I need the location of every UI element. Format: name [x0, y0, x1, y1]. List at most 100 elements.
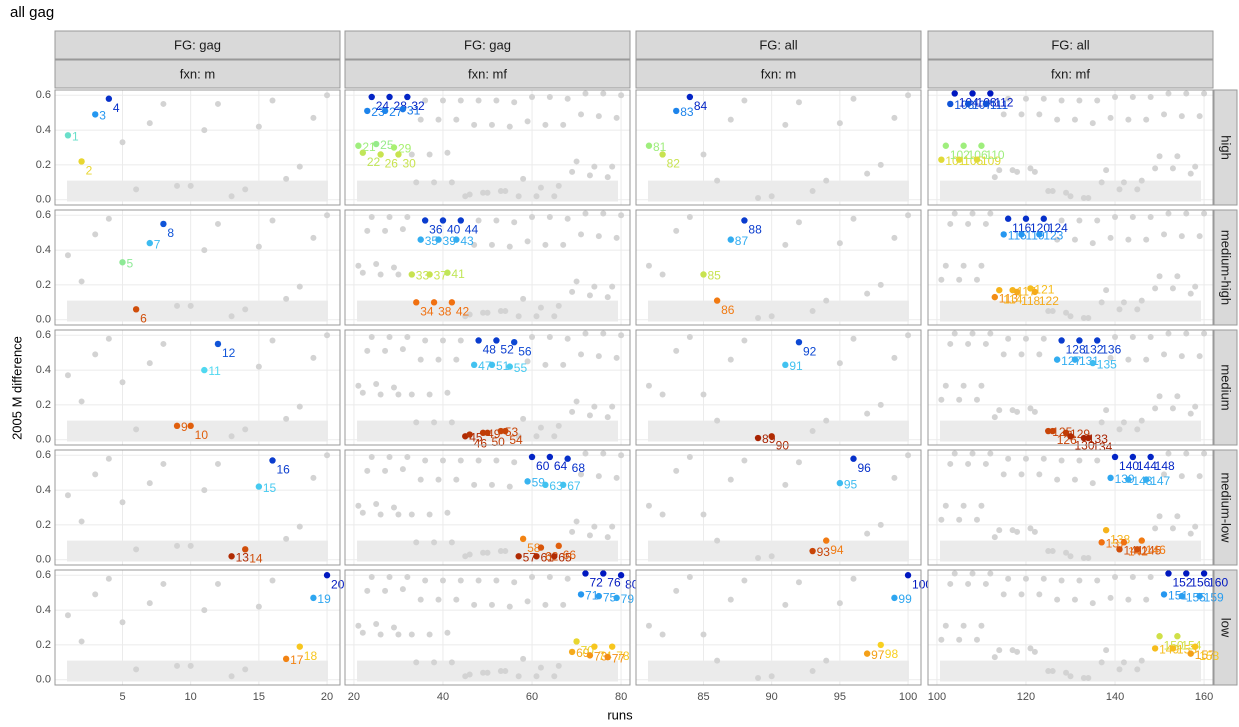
- point-label: 32: [411, 99, 425, 113]
- background-point: [618, 452, 625, 459]
- background-point: [582, 210, 589, 217]
- point-label: 113: [999, 291, 1018, 305]
- point: [364, 107, 371, 115]
- background-point: [520, 175, 527, 182]
- point-label: 76: [607, 576, 621, 590]
- y-tick-label: 0.6: [36, 89, 51, 101]
- background-point: [78, 518, 85, 525]
- point-label: 46: [474, 437, 488, 451]
- background-point: [364, 587, 371, 594]
- background-point: [982, 580, 989, 587]
- background-point: [1138, 177, 1145, 184]
- background-point: [475, 457, 482, 464]
- background-point: [564, 95, 571, 102]
- background-point: [1183, 210, 1190, 217]
- shaded-band: [648, 660, 909, 682]
- background-point: [296, 163, 303, 170]
- background-point: [1107, 354, 1114, 361]
- background-point: [1063, 309, 1070, 316]
- background-point: [228, 433, 235, 440]
- background-point: [1196, 233, 1203, 240]
- background-point: [1138, 297, 1145, 304]
- background-point: [228, 673, 235, 680]
- point-label: 37: [434, 269, 448, 283]
- background-point: [1054, 236, 1061, 243]
- point: [973, 156, 981, 163]
- background-point: [1000, 591, 1007, 598]
- background-point: [573, 398, 580, 405]
- panel-border: [54, 329, 341, 446]
- background-point: [1169, 165, 1176, 172]
- x-tick-label: 20: [321, 691, 333, 703]
- background-point: [444, 509, 451, 516]
- background-point: [546, 213, 553, 220]
- background-point: [1165, 90, 1172, 97]
- x-tick-label: 100: [928, 691, 946, 703]
- background-point: [1031, 408, 1038, 415]
- background-point: [659, 271, 666, 278]
- background-point: [453, 116, 460, 123]
- background-point: [782, 481, 789, 488]
- point-label: 33: [416, 269, 430, 283]
- background-point: [228, 313, 235, 320]
- point: [809, 547, 816, 555]
- background-point: [255, 123, 262, 130]
- y-tick-label: 0.0: [36, 674, 51, 686]
- point-label: 42: [456, 305, 470, 319]
- background-point: [1178, 113, 1185, 120]
- point-label: 139: [1115, 472, 1135, 486]
- background-point: [1161, 351, 1168, 358]
- background-point: [484, 309, 491, 316]
- background-point: [609, 163, 616, 170]
- point: [564, 455, 571, 462]
- background-point: [1187, 170, 1194, 177]
- background-point: [283, 415, 290, 422]
- strip-box: [927, 59, 1214, 89]
- background-point: [269, 97, 276, 104]
- background-point: [586, 532, 593, 539]
- background-point: [891, 234, 898, 241]
- point-label: 68: [572, 461, 586, 475]
- background-point: [386, 213, 393, 220]
- point: [1031, 288, 1039, 296]
- background-point: [475, 217, 482, 224]
- background-point: [355, 622, 362, 629]
- point: [1076, 337, 1083, 344]
- x-tick-label: 40: [437, 691, 449, 703]
- background-point: [1192, 163, 1199, 170]
- background-point: [755, 555, 762, 562]
- point: [1178, 592, 1186, 600]
- background-point: [604, 534, 611, 541]
- background-point: [700, 391, 707, 398]
- point-label: 17: [290, 653, 304, 667]
- point: [582, 570, 589, 577]
- background-point: [564, 335, 571, 342]
- background-point: [382, 587, 389, 594]
- background-point: [1040, 455, 1047, 462]
- point: [1138, 537, 1145, 544]
- background-point: [1138, 417, 1145, 424]
- background-point: [242, 426, 249, 433]
- background-point: [1036, 591, 1043, 598]
- background-point: [613, 114, 620, 121]
- background-point: [524, 238, 531, 245]
- point-label: 73: [594, 650, 608, 664]
- background-point: [564, 215, 571, 222]
- point: [355, 142, 362, 149]
- background-point: [1169, 525, 1176, 532]
- background-point: [493, 577, 500, 584]
- background-point: [1174, 513, 1181, 520]
- background-point: [659, 391, 666, 398]
- background-point: [1018, 351, 1025, 358]
- point: [1062, 429, 1070, 437]
- background-point: [533, 193, 540, 200]
- background-point: [390, 264, 397, 271]
- background-point: [795, 459, 802, 466]
- point: [1169, 645, 1177, 652]
- point: [187, 422, 194, 430]
- point: [310, 594, 317, 602]
- background-point: [133, 666, 140, 673]
- point-label: 53: [505, 425, 519, 439]
- point: [586, 652, 594, 659]
- point-label: 94: [830, 543, 844, 557]
